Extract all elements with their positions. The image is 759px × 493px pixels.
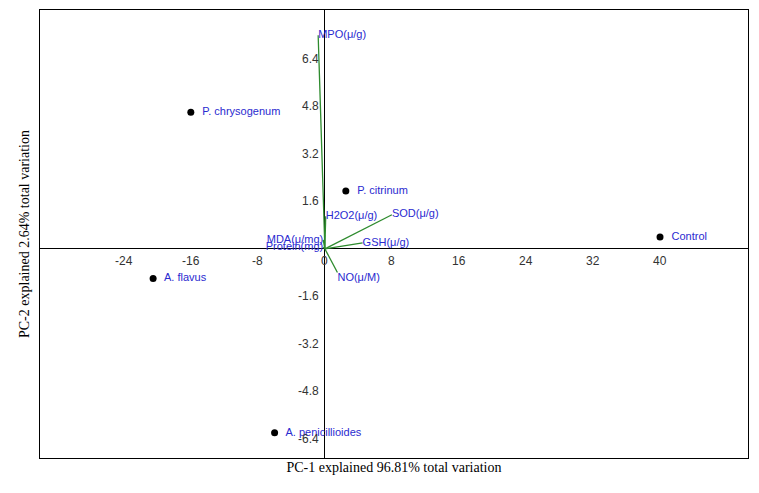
svg-text:A. flavus: A. flavus xyxy=(158,271,206,283)
svg-text:GSH(μ/g): GSH(μ/g) xyxy=(363,236,410,248)
svg-text:-16: -16 xyxy=(182,254,200,268)
svg-text:P. citrinum: P. citrinum xyxy=(351,184,408,196)
svg-text:-4.8: -4.8 xyxy=(298,384,319,398)
svg-text:MDA(μ/mg): MDA(μ/mg) xyxy=(267,233,323,245)
svg-text:24: 24 xyxy=(519,254,533,268)
svg-text:3.2: 3.2 xyxy=(302,147,319,161)
svg-text:-6.4: -6.4 xyxy=(298,432,319,446)
svg-text:16: 16 xyxy=(452,254,466,268)
svg-text:SOD(μ/g): SOD(μ/g) xyxy=(392,207,439,219)
svg-text:6.4: 6.4 xyxy=(302,52,319,66)
svg-text:PC-1 explained 96.81% total va: PC-1 explained 96.81% total variation xyxy=(286,460,501,475)
svg-text:1.6: 1.6 xyxy=(302,194,319,208)
svg-text:PC-2 explained 2.64% total var: PC-2 explained 2.64% total variation xyxy=(17,130,32,338)
svg-text:H2O2(μ/g): H2O2(μ/g) xyxy=(326,209,378,221)
svg-text:MPO(μ/g): MPO(μ/g) xyxy=(318,28,366,40)
svg-text:32: 32 xyxy=(586,254,600,268)
svg-text:40: 40 xyxy=(653,254,667,268)
svg-text:4.8: 4.8 xyxy=(302,99,319,113)
svg-text:A. penicillioides: A. penicillioides xyxy=(280,426,362,438)
svg-text:NO(μ/M): NO(μ/M) xyxy=(337,271,379,283)
svg-text:8: 8 xyxy=(388,254,395,268)
svg-text:-1.6: -1.6 xyxy=(298,289,319,303)
svg-text:-8: -8 xyxy=(252,254,263,268)
svg-text:0: 0 xyxy=(321,254,328,268)
svg-text:Control: Control xyxy=(665,230,707,242)
svg-text:-24: -24 xyxy=(115,254,133,268)
svg-text:-3.2: -3.2 xyxy=(298,337,319,351)
svg-text:Protein(mg): Protein(mg) xyxy=(266,240,323,252)
svg-text:P. chrysogenum: P. chrysogenum xyxy=(196,105,280,117)
